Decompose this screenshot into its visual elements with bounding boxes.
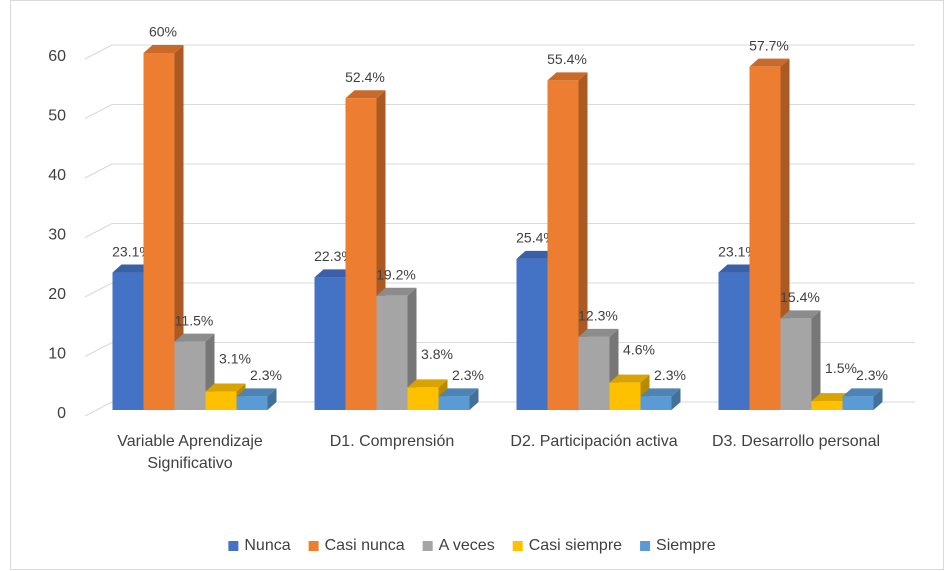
data-label: 1.5% — [825, 360, 857, 376]
data-label: 2.3% — [654, 367, 686, 383]
grid-line-depth — [84, 282, 113, 298]
bar-top — [205, 383, 246, 392]
bar-side — [671, 388, 681, 410]
data-label: 12.3% — [578, 308, 618, 324]
legend-swatch — [228, 541, 239, 551]
bar — [314, 277, 346, 410]
x-tick-label: Variable Aprendizaje Significativo — [117, 433, 263, 472]
bar — [516, 258, 548, 410]
grid-line-depth — [84, 163, 113, 179]
x-tick-label: D3. Desarrollo personal — [711, 433, 881, 450]
bar-top — [314, 269, 355, 278]
bar — [407, 387, 439, 410]
bar — [547, 80, 579, 411]
legend-label: Nunca — [244, 537, 290, 554]
data-label: 22.3% — [314, 248, 354, 264]
bar-top — [811, 393, 852, 402]
bar — [205, 391, 237, 410]
bar — [609, 382, 641, 410]
bar-top — [780, 310, 821, 319]
bar-top — [174, 333, 215, 342]
bar-side — [873, 388, 883, 410]
grid-line-depth — [84, 44, 113, 60]
bar-top — [407, 379, 448, 388]
bar-top — [236, 388, 277, 397]
y-tick-label: 0 — [57, 405, 66, 422]
bar — [749, 66, 781, 410]
bar-top — [345, 90, 386, 99]
data-label: 3.8% — [421, 346, 453, 362]
bar-top — [578, 328, 619, 337]
legend-label: Casi nunca — [325, 537, 405, 554]
data-label: 23.1% — [718, 243, 758, 259]
bar-side — [578, 72, 588, 411]
data-label: 19.2% — [376, 266, 416, 282]
bar-side — [469, 388, 479, 410]
bar-top — [547, 72, 588, 81]
legend-swatch — [308, 541, 319, 551]
legend-swatch — [640, 541, 651, 551]
bar — [345, 98, 377, 410]
bar — [842, 396, 874, 410]
bar-top — [842, 388, 883, 397]
data-label: 60% — [149, 24, 177, 40]
y-tick-label: 20 — [48, 286, 66, 303]
grid-line-depth — [84, 401, 113, 417]
data-label: 2.3% — [250, 367, 282, 383]
data-label: 57.7% — [749, 37, 789, 53]
bar-top — [718, 264, 759, 273]
bar — [112, 272, 144, 410]
legend-swatch — [512, 541, 523, 551]
bar-side — [174, 45, 184, 410]
data-label: 4.6% — [623, 341, 655, 357]
y-tick-label: 30 — [48, 227, 66, 244]
bar-top — [609, 374, 650, 383]
bar-side — [267, 388, 277, 410]
legend-swatch — [422, 541, 433, 551]
bar-top — [143, 45, 184, 53]
bar-side — [811, 310, 821, 410]
bar-top — [749, 58, 790, 67]
data-label: 11.5% — [175, 312, 214, 328]
data-label: 2.3% — [856, 367, 888, 383]
grid-line-depth — [84, 342, 113, 357]
bar — [780, 318, 812, 410]
y-tick-label: 50 — [48, 108, 66, 125]
bar — [143, 53, 175, 410]
data-label: 15.4% — [780, 289, 820, 305]
grid-line-depth — [84, 223, 113, 238]
bar — [236, 396, 268, 410]
bar — [376, 295, 408, 410]
bar — [811, 401, 843, 410]
data-label: 3.1% — [219, 350, 251, 366]
x-tick-label: D2. Participación activa — [510, 433, 678, 450]
legend-label: A veces — [439, 537, 495, 554]
x-tick-label: D1. Comprensión — [329, 433, 455, 450]
data-label: 52.4% — [345, 69, 385, 85]
data-label: 2.3% — [452, 367, 484, 383]
legend-label: Siempre — [656, 537, 716, 554]
bar-top — [438, 388, 479, 397]
y-tick-label: 60 — [48, 48, 66, 65]
bar-top — [112, 264, 153, 273]
data-label: 23.1% — [112, 243, 152, 259]
data-label: 25.4% — [516, 230, 556, 246]
bar-top — [376, 287, 417, 296]
grid-line-depth — [84, 104, 113, 119]
bar — [578, 336, 610, 410]
bar-top — [640, 388, 681, 397]
y-tick-label: 10 — [48, 346, 66, 363]
bar — [438, 396, 470, 410]
bar — [640, 396, 672, 410]
bar — [718, 272, 750, 410]
data-label: 55.4% — [547, 51, 587, 67]
legend-label: Casi siempre — [529, 537, 622, 554]
bar-side — [407, 287, 417, 410]
y-tick-label: 40 — [48, 167, 66, 184]
bar — [174, 341, 206, 410]
bar-top — [516, 250, 557, 259]
